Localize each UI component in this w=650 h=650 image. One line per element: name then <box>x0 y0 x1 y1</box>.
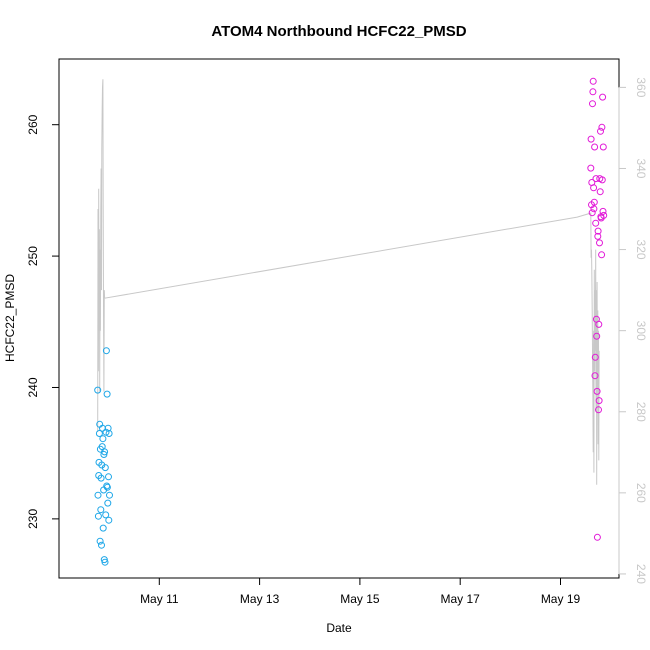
data-point-series-1 <box>595 320 603 328</box>
data-point-series-1 <box>590 205 598 213</box>
data-point-series-1 <box>597 127 604 135</box>
data-point-series-1 <box>600 211 608 219</box>
data-point-series-1 <box>593 387 601 395</box>
data-point-series-0 <box>96 537 104 545</box>
y2-tick-label: 360 <box>634 77 648 97</box>
data-point-series-0 <box>102 347 110 355</box>
data-point-series-1 <box>589 88 597 96</box>
data-point-series-0 <box>101 558 109 566</box>
data-point-series-1 <box>590 198 598 206</box>
data-point-series-1 <box>591 143 599 151</box>
data-point-series-1 <box>588 209 596 217</box>
x-tick-label: May 17 <box>441 592 481 606</box>
data-point-series-1 <box>589 100 596 108</box>
data-point-series-0 <box>94 512 102 520</box>
data-point-series-0 <box>94 491 102 499</box>
y2-tick-label: 260 <box>634 483 648 503</box>
data-point-series-1 <box>599 207 607 215</box>
plot-area: May 11 May 13 May 15 May 17 May 19 230 240 250 2… <box>26 58 648 606</box>
chart-title: ATOM4 Northbound HCFC22_PMSD <box>211 23 466 40</box>
data-point-series-0 <box>97 506 105 514</box>
x-tick-label: May 19 <box>541 592 581 606</box>
y-tick-label: 260 <box>26 114 40 134</box>
y-tick-label: 240 <box>26 377 40 397</box>
data-point-series-1 <box>595 397 603 405</box>
data-point-series-0 <box>102 428 110 436</box>
x-tick-label: May 15 <box>340 592 380 606</box>
data-point-series-0 <box>94 386 102 394</box>
y-axis-label: HCFC22_PMSD <box>3 274 17 362</box>
data-point-series-1 <box>593 533 601 541</box>
y-tick-label: 250 <box>26 246 40 266</box>
y2-tick-label: 300 <box>634 321 648 341</box>
data-point-series-1 <box>594 227 602 235</box>
data-point-series-1 <box>598 176 606 184</box>
x-tick-label: May 13 <box>240 592 280 606</box>
data-point-series-0 <box>103 483 111 491</box>
data-point-series-0 <box>97 474 105 482</box>
data-point-series-1 <box>589 77 597 85</box>
data-point-series-0 <box>103 390 111 398</box>
data-point-series-0 <box>99 435 107 443</box>
data-point-series-1 <box>599 93 607 101</box>
data-point-series-1 <box>591 372 599 380</box>
data-point-series-1 <box>599 143 607 151</box>
y2-tick-label: 240 <box>634 564 648 584</box>
data-point-series-1 <box>594 232 602 240</box>
data-point-series-0 <box>105 473 112 481</box>
data-point-series-1 <box>593 332 601 340</box>
data-point-series-0 <box>106 491 113 499</box>
data-point-series-0 <box>101 448 109 456</box>
data-point-series-0 <box>101 464 109 472</box>
x-axis-label: Date <box>326 621 352 635</box>
y2-tick-label: 340 <box>634 158 648 178</box>
data-point-series-1 <box>592 175 600 183</box>
y-tick-label: 230 <box>26 509 40 529</box>
data-point-series-0 <box>105 516 113 524</box>
data-point-series-1 <box>587 135 595 143</box>
data-point-series-0 <box>102 511 110 519</box>
data-point-series-1 <box>595 406 602 414</box>
data-point-series-1 <box>590 184 598 192</box>
data-point-series-1 <box>596 188 604 196</box>
data-point-series-0 <box>99 524 107 532</box>
data-point-series-0 <box>98 541 105 549</box>
x-tick-label: May 11 <box>140 592 179 606</box>
data-point-series-1 <box>591 353 599 361</box>
data-point-series-1 <box>596 239 603 247</box>
y2-tick-label: 320 <box>634 240 648 260</box>
data-point-series-1 <box>598 123 606 131</box>
data-point-series-0 <box>104 499 112 507</box>
data-point-series-1 <box>587 164 595 172</box>
data-point-series-0 <box>104 424 112 432</box>
y2-tick-label: 280 <box>634 402 648 422</box>
data-point-series-1 <box>592 219 600 227</box>
data-point-series-0 <box>105 430 113 437</box>
data-point-series-1 <box>598 251 606 259</box>
data-point-series-0 <box>95 430 103 437</box>
